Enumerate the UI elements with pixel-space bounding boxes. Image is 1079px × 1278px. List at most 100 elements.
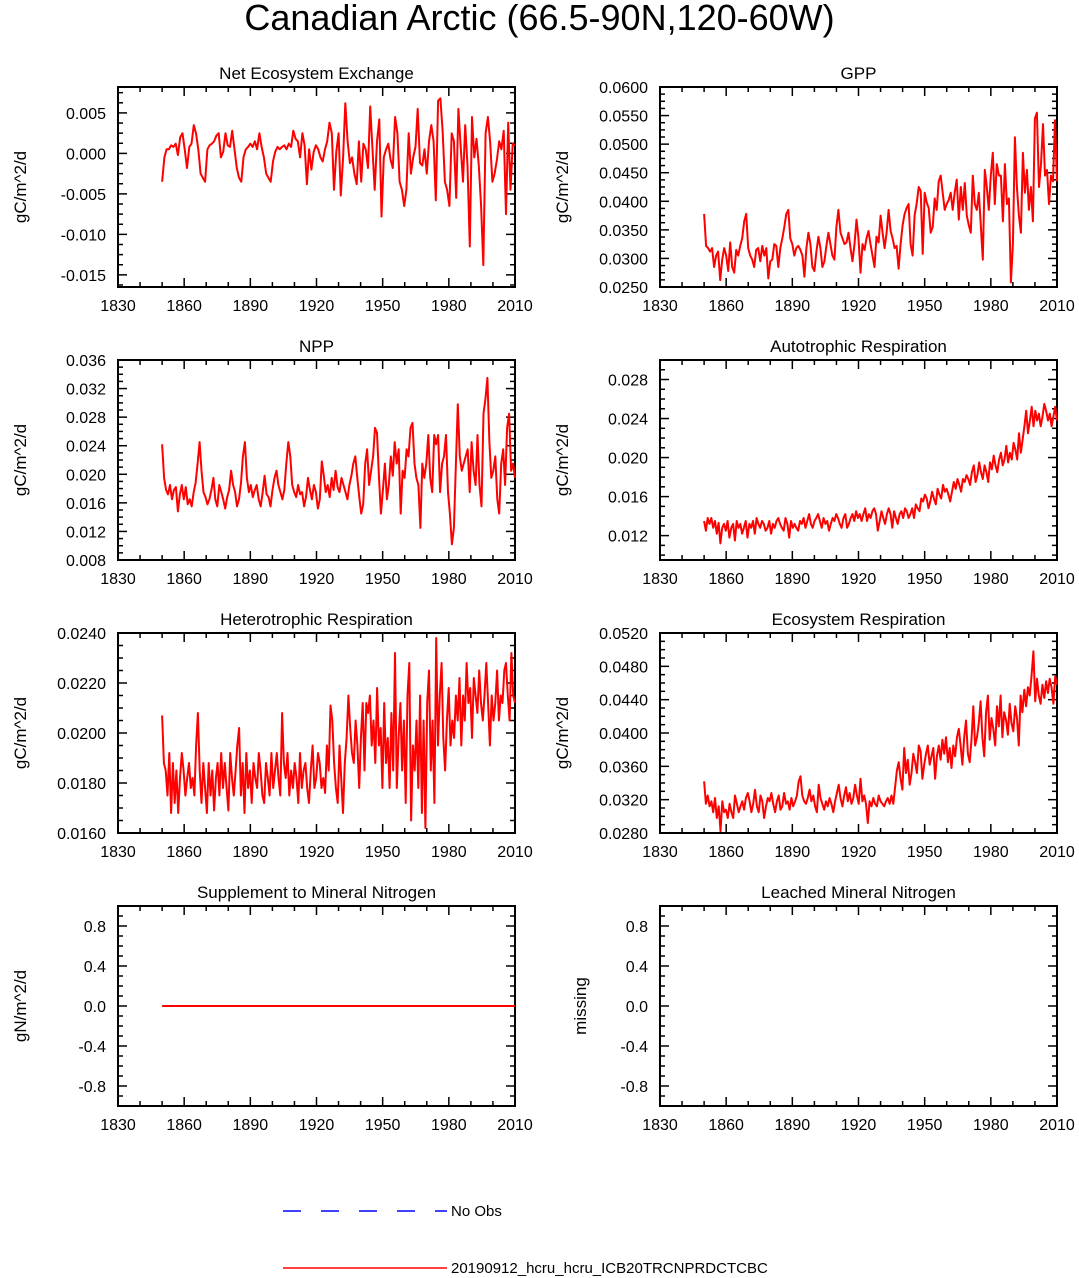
panel-7-y-tick-label: 0.4 bbox=[84, 959, 106, 976]
panel-1-y-tick-label: 0.005 bbox=[66, 106, 106, 123]
panel-4-x-tick-label: 1860 bbox=[708, 571, 744, 588]
panel-4-y-tick-label: 0.028 bbox=[608, 373, 648, 390]
panel-4-y-tick-label: 0.016 bbox=[608, 490, 648, 507]
panel-6-y-tick-label: 0.0320 bbox=[599, 793, 648, 810]
panel-1-x-tick-label: 2010 bbox=[497, 298, 533, 315]
panel-6-x-tick-label: 1860 bbox=[708, 844, 744, 861]
panel-6-title: Ecosystem Respiration bbox=[772, 610, 946, 629]
panel-3-x-tick-label: 1860 bbox=[166, 571, 202, 588]
panel-7-x-tick-label: 1980 bbox=[431, 1117, 467, 1134]
panel-6-x-tick-label: 1980 bbox=[973, 844, 1009, 861]
panel-6-x-tick-label: 1950 bbox=[907, 844, 943, 861]
panel-1-x-tick-label: 1980 bbox=[431, 298, 467, 315]
panel-4-y-tick-label: 0.020 bbox=[608, 451, 648, 468]
panel-2-y-tick-label: 0.0400 bbox=[599, 194, 648, 211]
panel-1-y-axis-label: gC/m^2/d bbox=[11, 151, 30, 223]
panel-6-y-tick-label: 0.0480 bbox=[599, 659, 648, 676]
panel-4-y-tick-label: 0.012 bbox=[608, 529, 648, 546]
panel-2-x-tick-label: 1830 bbox=[642, 298, 678, 315]
panel-8-frame bbox=[659, 905, 1058, 1107]
panel-4-y-tick-label: 0.024 bbox=[608, 412, 648, 429]
panel-2-y-axis-label: gC/m^2/d bbox=[553, 151, 572, 223]
panel-5-x-tick-label: 1830 bbox=[100, 844, 136, 861]
panel-8-y-tick-label: -0.8 bbox=[620, 1079, 648, 1096]
panel-3-y-tick-label: 0.016 bbox=[66, 496, 106, 513]
panel-4-x-tick-label: 1920 bbox=[841, 571, 877, 588]
panel-1-y-tick-label: 0.000 bbox=[66, 146, 106, 163]
panel-8-y-tick-label: 0.0 bbox=[626, 999, 648, 1016]
panel-4-x-tick-label: 2010 bbox=[1039, 571, 1075, 588]
panel-2-x-tick-label: 1920 bbox=[841, 298, 877, 315]
panel-6-y-tick-label: 0.0360 bbox=[599, 759, 648, 776]
panel-5-x-tick-label: 1860 bbox=[166, 844, 202, 861]
panel-5-x-tick-label: 2010 bbox=[497, 844, 533, 861]
panel-5-x-tick-label: 1920 bbox=[299, 844, 335, 861]
panel-2-x-tick-label: 1980 bbox=[973, 298, 1009, 315]
panel-2-title: GPP bbox=[841, 64, 877, 83]
panel-6-x-tick-label: 1830 bbox=[642, 844, 678, 861]
panel-1-x-tick-label: 1920 bbox=[299, 298, 335, 315]
panel-1-x-tick-label: 1950 bbox=[365, 298, 401, 315]
panel-2-y-tick-label: 0.0600 bbox=[599, 80, 648, 97]
panel-2-x-tick-label: 1890 bbox=[775, 298, 811, 315]
panel-1-x-tick-label: 1830 bbox=[100, 298, 136, 315]
panel-5-x-tick-label: 1890 bbox=[233, 844, 269, 861]
panel-5-y-tick-label: 0.0180 bbox=[57, 776, 106, 793]
panel-2-y-tick-label: 0.0500 bbox=[599, 137, 648, 154]
panel-5-x-tick-label: 1980 bbox=[431, 844, 467, 861]
panel-5-y-tick-label: 0.0160 bbox=[57, 826, 106, 843]
panel-6-y-tick-label: 0.0440 bbox=[599, 693, 648, 710]
panel-6-x-tick-label: 2010 bbox=[1039, 844, 1075, 861]
panel-5-y-tick-label: 0.0200 bbox=[57, 726, 106, 743]
panel-7-y-tick-label: 0.0 bbox=[84, 999, 106, 1016]
panel-5-series-line bbox=[161, 637, 516, 829]
panel-8-x-tick-label: 1980 bbox=[973, 1117, 1009, 1134]
panel-8-y-tick-label: 0.4 bbox=[626, 959, 648, 976]
panel-3-y-tick-label: 0.036 bbox=[66, 353, 106, 370]
panel-2-frame bbox=[659, 86, 1058, 288]
panel-3-x-tick-label: 1830 bbox=[100, 571, 136, 588]
panel-5-title: Heterotrophic Respiration bbox=[220, 610, 413, 629]
panel-4-x-tick-label: 1830 bbox=[642, 571, 678, 588]
panel-7-x-tick-label: 2010 bbox=[497, 1117, 533, 1134]
page-title: Canadian Arctic (66.5-90N,120-60W) bbox=[244, 0, 835, 38]
panel-2-y-tick-label: 0.0350 bbox=[599, 223, 648, 240]
panel-1-y-tick-label: -0.015 bbox=[61, 268, 106, 285]
panel-6-y-axis-label: gC/m^2/d bbox=[553, 697, 572, 769]
panel-6-y-tick-label: 0.0520 bbox=[599, 626, 648, 643]
panel-8-x-tick-label: 1860 bbox=[708, 1117, 744, 1134]
panel-7-x-tick-label: 1920 bbox=[299, 1117, 335, 1134]
panel-4-series-line bbox=[703, 402, 1058, 545]
panel-3-y-tick-label: 0.032 bbox=[66, 382, 106, 399]
legend-model-label: 20190912_hcru_hcru_ICB20TRCNPRDCTCBC bbox=[451, 1260, 768, 1277]
panel-2-y-tick-label: 0.0300 bbox=[599, 251, 648, 268]
panel-1-series-line bbox=[161, 97, 516, 267]
panel-4-x-tick-label: 1890 bbox=[775, 571, 811, 588]
panel-7-y-tick-label: 0.8 bbox=[84, 919, 106, 936]
panel-6-y-tick-label: 0.0280 bbox=[599, 826, 648, 843]
panel-7-title: Supplement to Mineral Nitrogen bbox=[197, 883, 436, 902]
panel-3-series-line bbox=[161, 376, 516, 546]
panel-5-y-axis-label: gC/m^2/d bbox=[11, 697, 30, 769]
panel-3-y-axis-label: gC/m^2/d bbox=[11, 424, 30, 496]
panel-7-x-tick-label: 1860 bbox=[166, 1117, 202, 1134]
panel-3-title: NPP bbox=[299, 337, 334, 356]
panel-8-y-axis-label: missing bbox=[571, 977, 590, 1035]
panel-7-y-tick-label: -0.8 bbox=[78, 1079, 106, 1096]
panel-6-x-tick-label: 1890 bbox=[775, 844, 811, 861]
panel-8-x-tick-label: 2010 bbox=[1039, 1117, 1075, 1134]
panel-1-x-tick-label: 1860 bbox=[166, 298, 202, 315]
panel-2-y-tick-label: 0.0550 bbox=[599, 109, 648, 126]
panel-8-y-tick-label: -0.4 bbox=[620, 1039, 648, 1056]
panel-4-x-tick-label: 1950 bbox=[907, 571, 943, 588]
panel-4-x-tick-label: 1980 bbox=[973, 571, 1009, 588]
panel-8-x-tick-label: 1890 bbox=[775, 1117, 811, 1134]
panel-2-x-tick-label: 1860 bbox=[708, 298, 744, 315]
panel-8-x-tick-label: 1830 bbox=[642, 1117, 678, 1134]
panel-1-title: Net Ecosystem Exchange bbox=[219, 64, 414, 83]
panel-3-y-tick-label: 0.012 bbox=[66, 524, 106, 541]
panel-5-x-tick-label: 1950 bbox=[365, 844, 401, 861]
panel-6-series-line bbox=[703, 650, 1058, 833]
panel-3-x-tick-label: 1980 bbox=[431, 571, 467, 588]
panel-2-y-tick-label: 0.0250 bbox=[599, 280, 648, 297]
